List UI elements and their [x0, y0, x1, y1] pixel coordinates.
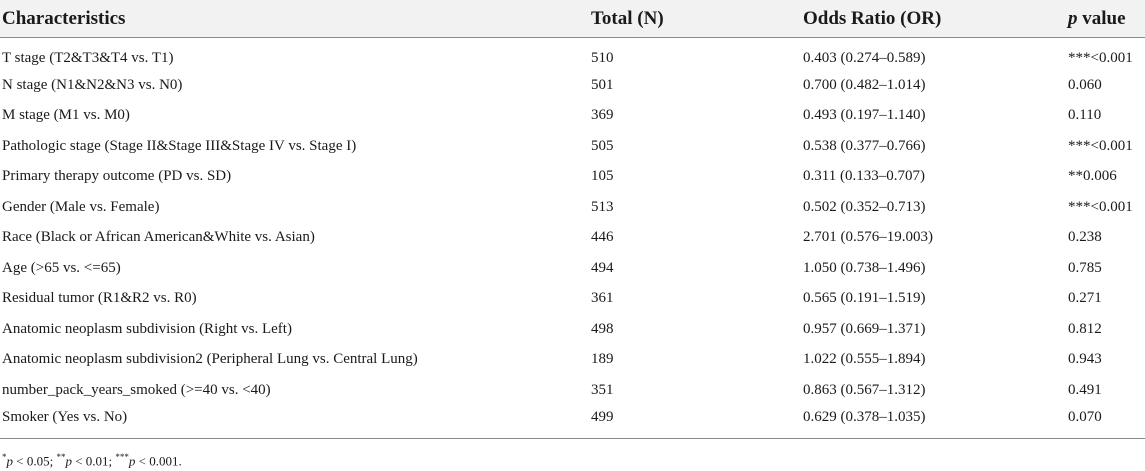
- footnote-p-2: p: [65, 453, 72, 469]
- cell-odds-ratio: 0.629 (0.378–1.035): [801, 405, 1066, 439]
- cell-characteristic: Gender (Male vs. Female): [2, 198, 160, 215]
- footnote-star-3: ***: [115, 452, 129, 462]
- cell-p-value: **0.006: [1068, 168, 1117, 185]
- footnote-p-1: p: [6, 453, 14, 469]
- table-row: Race (Black or African American&White vs…: [0, 223, 1145, 254]
- footnote-text-3: < 0.001.: [135, 453, 182, 469]
- cell-p-value: 0.271: [1068, 290, 1102, 307]
- header-p-rest: value: [1077, 7, 1126, 29]
- cell-characteristic: Race (Black or African American&White vs…: [2, 229, 315, 246]
- cell-total: 105: [591, 168, 614, 185]
- header-p-value: p value: [1066, 0, 1145, 38]
- cell-odds-ratio: 0.700 (0.482–1.014): [803, 76, 926, 93]
- cell-p-value: 0.110: [1068, 107, 1102, 124]
- cell-p-value: 0.943: [1068, 351, 1102, 368]
- header-total: Total (N): [589, 0, 801, 38]
- cell-p-value: 0.060: [1068, 76, 1102, 93]
- cell-p-value: ***<0.001: [1068, 198, 1133, 215]
- cell-characteristic: M stage (M1 vs. M0): [2, 107, 130, 124]
- cell-odds-ratio: 2.701 (0.576–19.003): [803, 229, 933, 246]
- cell-characteristic: Anatomic neoplasm subdivision (Right vs.…: [2, 320, 292, 337]
- cell-total: 369: [591, 107, 614, 124]
- cell-odds-ratio: 0.565 (0.191–1.519): [803, 290, 926, 307]
- cell-characteristic: number_pack_years_smoked (>=40 vs. <40): [2, 381, 271, 398]
- table-row: Smoker (Yes vs. No) 499 0.629 (0.378–1.035…: [0, 405, 1145, 439]
- table-row: N stage (N1&N2&N3 vs. N0) 501 0.700 (0.482…: [0, 70, 1145, 101]
- cell-characteristic: T stage (T2&T3&T4 vs. T1): [2, 49, 174, 66]
- results-table-container: Characteristics Total (N) Odds Ratio (OR…: [0, 0, 1145, 439]
- cell-characteristic: Age (>65 vs. <=65): [2, 259, 121, 276]
- footnote-text-1: < 0.05;: [13, 453, 57, 469]
- table-footnote: *p < 0.05; **p < 0.01; ***p < 0.001.: [2, 452, 182, 469]
- header-p-letter: p: [1068, 7, 1078, 29]
- cell-p-value: 0.238: [1068, 229, 1102, 246]
- table-row: Gender (Male vs. Female) 513 0.502 (0.352–…: [0, 192, 1145, 223]
- cell-odds-ratio: 0.538 (0.377–0.766): [803, 137, 926, 154]
- cell-characteristic: Smoker (Yes vs. No): [0, 405, 589, 439]
- cell-characteristic: Pathologic stage (Stage II&Stage III&Sta…: [2, 137, 357, 154]
- cell-odds-ratio: 1.022 (0.555–1.894): [803, 351, 926, 368]
- cell-total: 361: [591, 290, 614, 307]
- header-characteristics: Characteristics: [0, 0, 589, 38]
- table-row: M stage (M1 vs. M0) 369 0.493 (0.197–1.140…: [0, 101, 1145, 132]
- cell-odds-ratio: 0.311 (0.133–0.707): [803, 168, 925, 185]
- table-row: number_pack_years_smoked (>=40 vs. <40) 3…: [0, 375, 1145, 406]
- table-row: T stage (T2&T3&T4 vs. T1) 510 0.403 (0.274…: [0, 38, 1145, 71]
- cell-characteristic: Residual tumor (R1&R2 vs. R0): [2, 290, 197, 307]
- cell-characteristic: Primary therapy outcome (PD vs. SD): [2, 168, 232, 185]
- cell-p-value: 0.785: [1068, 259, 1102, 276]
- header-odds-ratio: Odds Ratio (OR): [801, 0, 1066, 38]
- cell-characteristic: Anatomic neoplasm subdivision2 (Peripher…: [2, 351, 418, 368]
- cell-odds-ratio: 0.493 (0.197–1.140): [803, 107, 926, 124]
- cell-odds-ratio: 0.403 (0.274–0.589): [803, 49, 926, 66]
- cell-odds-ratio: 0.957 (0.669–1.371): [803, 320, 926, 337]
- table-row: Age (>65 vs. <=65) 494 1.050 (0.738–1.496)…: [0, 253, 1145, 284]
- table-row: Pathologic stage (Stage II&Stage III&Sta…: [0, 131, 1145, 162]
- cell-total: 510: [591, 49, 614, 66]
- odds-ratio-table: Characteristics Total (N) Odds Ratio (OR…: [0, 0, 1145, 439]
- cell-p-value: 0.491: [1068, 381, 1102, 398]
- cell-odds-ratio: 0.863 (0.567–1.312): [803, 381, 926, 398]
- cell-characteristic: N stage (N1&N2&N3 vs. N0): [2, 76, 183, 93]
- cell-p-value: 0.070: [1066, 405, 1145, 439]
- cell-total: 494: [591, 259, 614, 276]
- footnote-star-2: **: [56, 452, 66, 462]
- cell-odds-ratio: 1.050 (0.738–1.496): [803, 259, 926, 276]
- table-body: T stage (T2&T3&T4 vs. T1) 510 0.403 (0.274…: [0, 38, 1145, 439]
- table-row: Residual tumor (R1&R2 vs. R0) 361 0.565 (0…: [0, 284, 1145, 315]
- cell-total: 513: [591, 198, 614, 215]
- cell-p-value: ***<0.001: [1068, 137, 1133, 154]
- footnote-p-3: p: [128, 453, 136, 469]
- cell-total: 498: [591, 320, 614, 337]
- header-row: Characteristics Total (N) Odds Ratio (OR…: [0, 0, 1145, 38]
- footnote-text-2: < 0.01;: [71, 453, 116, 469]
- cell-p-value: 0.812: [1068, 320, 1102, 337]
- cell-total: 351: [591, 381, 614, 398]
- cell-total: 501: [591, 76, 614, 93]
- footnote-star-1: *: [2, 452, 7, 462]
- table-header: Characteristics Total (N) Odds Ratio (OR…: [0, 0, 1145, 38]
- cell-odds-ratio: 0.502 (0.352–0.713): [803, 198, 926, 215]
- cell-p-value: ***<0.001: [1068, 49, 1133, 66]
- table-row: Anatomic neoplasm subdivision2 (Peripher…: [0, 345, 1145, 376]
- table-row: Primary therapy outcome (PD vs. SD) 105 0.…: [0, 162, 1145, 193]
- cell-total: 446: [591, 229, 614, 246]
- table-row: Anatomic neoplasm subdivision (Right vs.…: [0, 314, 1145, 345]
- cell-total: 499: [589, 405, 801, 439]
- cell-total: 505: [591, 137, 614, 154]
- cell-total: 189: [591, 351, 614, 368]
